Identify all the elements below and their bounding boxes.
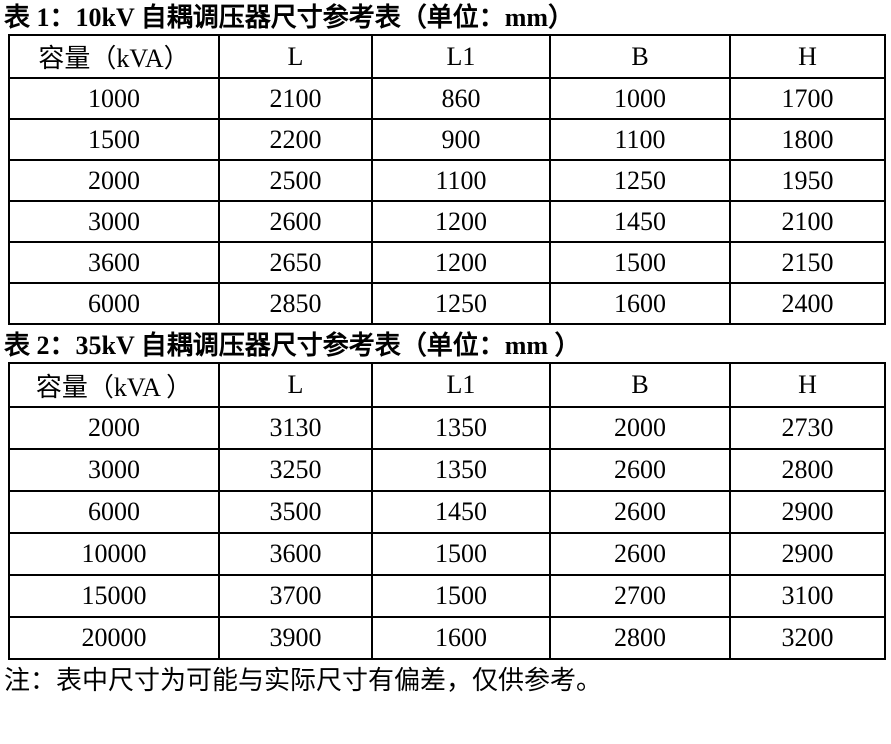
- table-row: 6000 2850 1250 1600 2400: [8, 282, 886, 325]
- cell-h: 2900: [729, 532, 886, 576]
- cell-capacity: 3000: [8, 200, 220, 243]
- cell-capacity: 15000: [8, 574, 220, 618]
- cell-h: 2150: [729, 241, 886, 284]
- cell-l: 3600: [218, 532, 373, 576]
- cell-h: 2100: [729, 200, 886, 243]
- cell-capacity: 20000: [8, 616, 220, 660]
- table-row: 3600 2650 1200 1500 2150: [8, 241, 886, 284]
- table-row: 2000 2500 1100 1250 1950: [8, 159, 886, 202]
- cell-capacity: 3000: [8, 448, 220, 492]
- cell-h: 1700: [729, 77, 886, 120]
- table-35kv-dimensions: 容量（kVA ） L L1 B H 2000 3130 1350 2000 27…: [8, 362, 886, 660]
- table-row: 10000 3600 1500 2600 2900: [8, 532, 886, 576]
- cell-l: 2100: [218, 77, 373, 120]
- column-header-l1: L1: [371, 34, 551, 79]
- column-header-capacity: 容量（kVA）: [8, 34, 220, 79]
- cell-h: 2900: [729, 490, 886, 534]
- cell-b: 2700: [549, 574, 731, 618]
- cell-l1: 1350: [371, 406, 551, 450]
- cell-b: 2000: [549, 406, 731, 450]
- cell-b: 2600: [549, 490, 731, 534]
- column-header-l: L: [218, 362, 373, 408]
- cell-capacity: 6000: [8, 282, 220, 325]
- column-header-capacity: 容量（kVA ）: [8, 362, 220, 408]
- table-row: 20000 3900 1600 2800 3200: [8, 616, 886, 660]
- table-row: 1500 2200 900 1100 1800: [8, 118, 886, 161]
- cell-l1: 1100: [371, 159, 551, 202]
- cell-h: 1800: [729, 118, 886, 161]
- column-header-l1: L1: [371, 362, 551, 408]
- table-row: 6000 3500 1450 2600 2900: [8, 490, 886, 534]
- cell-l1: 860: [371, 77, 551, 120]
- cell-capacity: 2000: [8, 159, 220, 202]
- cell-h: 1950: [729, 159, 886, 202]
- table-1-title: 表 1：10kV 自耦调压器尺寸参考表（单位：mm）: [4, 3, 575, 32]
- cell-capacity: 3600: [8, 241, 220, 284]
- cell-capacity: 1000: [8, 77, 220, 120]
- column-header-b: B: [549, 362, 731, 408]
- cell-b: 1000: [549, 77, 731, 120]
- table-row: 2000 3130 1350 2000 2730: [8, 406, 886, 450]
- column-header-h: H: [729, 362, 886, 408]
- cell-l1: 1250: [371, 282, 551, 325]
- cell-l: 2600: [218, 200, 373, 243]
- column-header-b: B: [549, 34, 731, 79]
- cell-l1: 1350: [371, 448, 551, 492]
- cell-l: 2200: [218, 118, 373, 161]
- cell-l1: 1450: [371, 490, 551, 534]
- cell-h: 3100: [729, 574, 886, 618]
- cell-l1: 1500: [371, 574, 551, 618]
- cell-b: 2600: [549, 532, 731, 576]
- cell-capacity: 6000: [8, 490, 220, 534]
- cell-b: 1450: [549, 200, 731, 243]
- cell-capacity: 10000: [8, 532, 220, 576]
- cell-l: 3130: [218, 406, 373, 450]
- table-2-title: 表 2：35kV 自耦调压器尺寸参考表（单位：mm ）: [4, 331, 581, 360]
- cell-l: 2650: [218, 241, 373, 284]
- cell-b: 1250: [549, 159, 731, 202]
- cell-b: 1600: [549, 282, 731, 325]
- cell-b: 2800: [549, 616, 731, 660]
- table-row: 15000 3700 1500 2700 3100: [8, 574, 886, 618]
- cell-capacity: 1500: [8, 118, 220, 161]
- cell-h: 2730: [729, 406, 886, 450]
- cell-b: 2600: [549, 448, 731, 492]
- cell-l1: 1600: [371, 616, 551, 660]
- cell-h: 2400: [729, 282, 886, 325]
- cell-h: 2800: [729, 448, 886, 492]
- table-10kv-dimensions: 容量（kVA） L L1 B H 1000 2100 860 1000 1700…: [8, 34, 886, 325]
- cell-l1: 900: [371, 118, 551, 161]
- table-row: 3000 3250 1350 2600 2800: [8, 448, 886, 492]
- column-header-l: L: [218, 34, 373, 79]
- cell-l: 2850: [218, 282, 373, 325]
- cell-b: 1100: [549, 118, 731, 161]
- cell-l: 2500: [218, 159, 373, 202]
- table-row: 1000 2100 860 1000 1700: [8, 77, 886, 120]
- cell-l1: 1200: [371, 241, 551, 284]
- column-header-h: H: [729, 34, 886, 79]
- cell-l: 3900: [218, 616, 373, 660]
- table-header-row: 容量（kVA ） L L1 B H: [8, 362, 886, 408]
- cell-l1: 1200: [371, 200, 551, 243]
- table-header-row: 容量（kVA） L L1 B H: [8, 34, 886, 79]
- cell-h: 3200: [729, 616, 886, 660]
- cell-capacity: 2000: [8, 406, 220, 450]
- cell-l: 3700: [218, 574, 373, 618]
- table-row: 3000 2600 1200 1450 2100: [8, 200, 886, 243]
- cell-l: 3250: [218, 448, 373, 492]
- cell-l1: 1500: [371, 532, 551, 576]
- footnote: 注：表中尺寸为可能与实际尺寸有偏差，仅供参考。: [4, 666, 603, 695]
- cell-b: 1500: [549, 241, 731, 284]
- cell-l: 3500: [218, 490, 373, 534]
